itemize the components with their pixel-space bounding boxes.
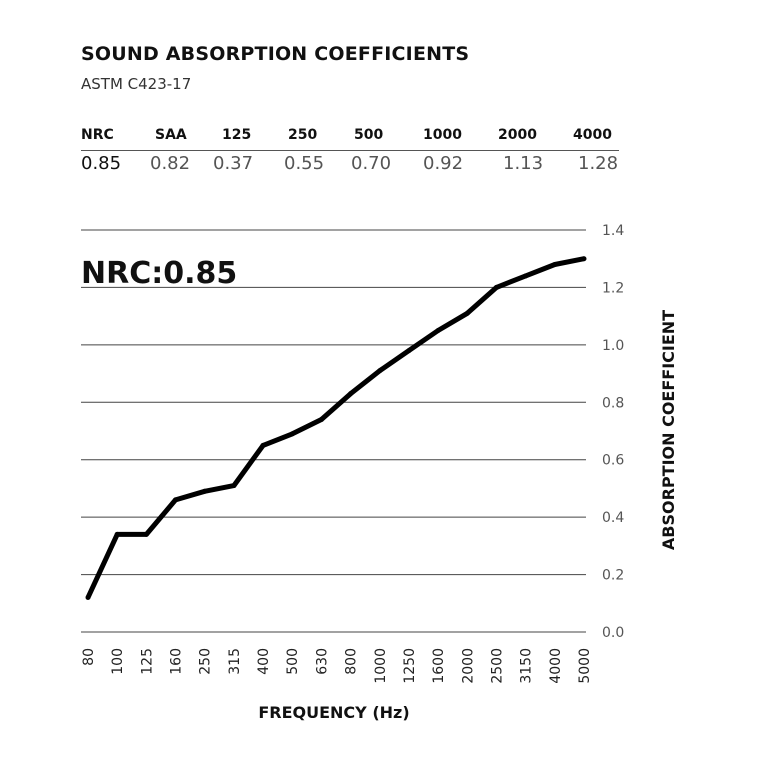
x-tick-label: 160 <box>169 648 185 675</box>
absorption-summary-table: NRC SAA 125 250 500 1000 2000 4000 0.85 … <box>81 127 619 183</box>
summary-header-500: 500 <box>354 127 384 143</box>
x-tick-label: 100 <box>110 648 126 675</box>
y-tick-label: 0.0 <box>602 625 624 641</box>
data-point <box>464 310 470 316</box>
x-tick-label: 400 <box>256 648 272 675</box>
chart-subtitle: ASTM C423-17 <box>81 75 192 93</box>
y-tick-label: 0.8 <box>602 395 624 411</box>
data-point <box>114 531 120 537</box>
data-point <box>143 531 149 537</box>
x-tick-label: 4000 <box>548 648 564 684</box>
nrc-annotation: NRC:0.85 <box>81 256 237 291</box>
data-point <box>260 442 266 448</box>
summary-header-1000: 1000 <box>423 127 462 143</box>
x-tick-label: 315 <box>227 648 243 675</box>
y-tick-label: 0.4 <box>602 510 624 526</box>
x-tick-label: 3150 <box>519 648 535 684</box>
data-point <box>348 391 354 397</box>
summary-value-1000: 0.92 <box>423 153 464 174</box>
x-tick-label: 125 <box>139 648 155 675</box>
data-point <box>85 595 91 601</box>
y-tick-label: 1.2 <box>602 280 624 296</box>
summary-divider <box>81 150 619 151</box>
absorption-series-line <box>85 256 585 599</box>
x-tick-label: 1600 <box>431 648 447 684</box>
x-tick-label: 2000 <box>460 648 476 684</box>
summary-value-saa: 0.82 <box>150 153 191 174</box>
data-point <box>231 483 237 489</box>
summary-value-500: 0.70 <box>351 153 392 174</box>
y-tick-label: 1.4 <box>602 223 624 239</box>
summary-value-125: 0.37 <box>213 153 254 174</box>
y-tick-label: 0.2 <box>602 568 624 584</box>
data-point <box>202 488 208 494</box>
series-layer <box>85 256 587 601</box>
grid-layer <box>81 229 586 633</box>
summary-header-saa: SAA <box>155 127 187 143</box>
data-point <box>289 431 295 437</box>
summary-header-125: 125 <box>222 127 252 143</box>
summary-value-250: 0.55 <box>284 153 325 174</box>
x-axis-title: FREQUENCY (Hz) <box>258 703 409 722</box>
chart-title: SOUND ABSORPTION COEFFICIENTS <box>81 43 470 65</box>
x-tick-label: 800 <box>344 648 360 675</box>
summary-value-2000: 1.13 <box>503 153 544 174</box>
x-tick-label: 500 <box>285 648 301 675</box>
data-point <box>435 328 441 333</box>
summary-header-nrc: NRC <box>81 127 114 143</box>
data-point <box>552 261 558 267</box>
y-tick-label: 0.6 <box>602 453 624 469</box>
summary-value-nrc: 0.85 <box>81 153 122 174</box>
x-tick-label: 1000 <box>373 648 389 684</box>
summary-header-250: 250 <box>288 127 318 143</box>
x-tick-label: 630 <box>314 648 330 675</box>
summary-value-4000: 1.28 <box>578 153 619 174</box>
data-point <box>173 497 179 503</box>
x-tick-label: 1250 <box>402 648 418 684</box>
y-axis-title: ABSORPTION COEFFICIENT <box>659 310 678 550</box>
x-tick-label: 80 <box>81 648 97 666</box>
data-point <box>581 256 587 262</box>
absorption-chart: 0.0 0.2 0.4 0.6 0.8 1.0 1.2 1.4 80 100 125 160 250 3… <box>0 200 768 740</box>
data-point <box>377 368 383 374</box>
y-tick-labels: 0.0 0.2 0.4 0.6 0.8 1.0 1.2 1.4 <box>602 223 624 641</box>
x-tick-labels: 80 100 125 160 250 315 400 500 630 800 1000 1250 160… <box>81 648 593 684</box>
x-tick-label: 5000 <box>577 648 593 684</box>
absorption-chart-svg: 0.0 0.2 0.4 0.6 0.8 1.0 1.2 1.4 80 100 125 160 250 3… <box>81 223 678 722</box>
data-point <box>406 348 412 354</box>
y-tick-label: 1.0 <box>602 338 624 354</box>
data-point <box>493 284 499 290</box>
summary-header-4000: 4000 <box>573 127 612 143</box>
data-point <box>318 417 324 423</box>
data-point <box>523 273 529 279</box>
x-tick-label: 2500 <box>489 648 505 684</box>
x-tick-label: 250 <box>198 648 214 675</box>
summary-header-2000: 2000 <box>498 127 537 143</box>
